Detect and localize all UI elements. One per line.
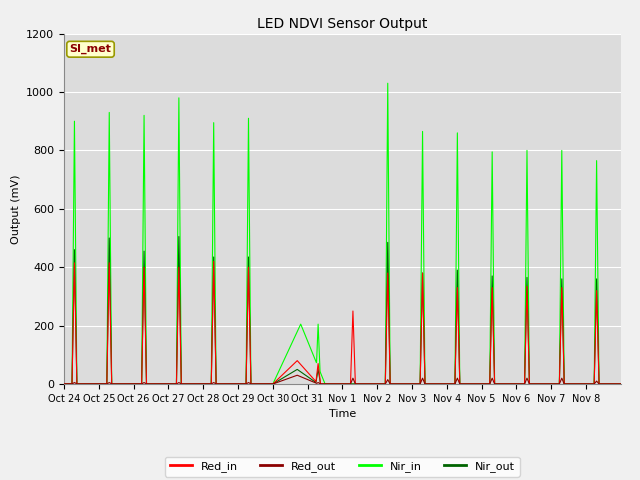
Nir_in [384,80,392,86]
Nir_out [463,381,471,387]
Red_in [611,381,618,387]
Red_out [414,381,422,387]
Nir_in [174,197,182,203]
Red_in [617,381,625,387]
Nir_in [463,381,471,387]
Red_in [210,258,218,264]
Line: Red_out: Red_out [64,375,621,384]
Nir_in [499,381,506,387]
Nir_in [414,381,422,387]
Red_out [499,381,506,387]
Nir_out [499,381,506,387]
Nir_in [532,381,540,387]
Nir_out [175,234,182,240]
Red_out [174,380,182,386]
Legend: Red_in, Red_out, Nir_in, Nir_out: Red_in, Red_out, Nir_in, Nir_out [165,457,520,477]
Red_out [532,381,540,387]
Red_out [463,381,471,387]
Red_in [499,381,506,387]
Nir_in [617,381,625,387]
Red_in [532,381,540,387]
Nir_out [611,381,618,387]
Red_in [414,381,422,387]
Nir_out [617,381,625,387]
Text: SI_met: SI_met [70,44,111,54]
Red_out [611,381,618,387]
Red_out [293,372,301,378]
Nir_in [60,381,68,387]
Red_in [60,381,68,387]
Red_out [60,381,68,387]
Red_in [174,306,182,312]
Line: Nir_out: Nir_out [64,237,621,384]
Nir_in [611,381,618,387]
Nir_out [174,287,182,292]
Y-axis label: Output (mV): Output (mV) [11,174,20,243]
Red_in [463,381,471,387]
Line: Nir_in: Nir_in [64,83,621,384]
Nir_out [414,381,422,387]
Nir_out [60,381,68,387]
Line: Red_in: Red_in [64,261,621,384]
Title: LED NDVI Sensor Output: LED NDVI Sensor Output [257,17,428,31]
X-axis label: Time: Time [329,409,356,419]
Nir_out [532,381,540,387]
Red_out [617,381,625,387]
